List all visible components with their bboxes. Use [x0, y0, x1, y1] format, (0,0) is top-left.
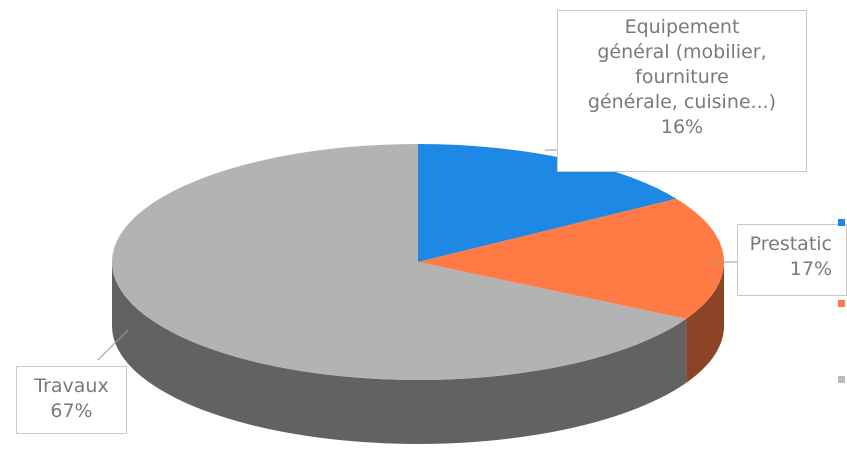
pie-side-travaux	[112, 262, 687, 444]
callout-travaux: Travaux 67%	[16, 366, 127, 434]
leader-line-travaux	[97, 329, 129, 361]
pie-side-walls	[112, 262, 724, 444]
legend-swatch-prestation	[838, 300, 845, 307]
callout-prestation-pct: 17%	[789, 258, 832, 280]
callout-equipement-pct: 16%	[660, 116, 704, 138]
callout-equipement-line-1: Equipement	[624, 16, 740, 38]
callout-equipement-line-3: fourniture	[635, 66, 729, 88]
callout-prestation-label: Prestatic	[749, 233, 832, 255]
callout-travaux-label: Travaux	[34, 375, 109, 397]
callout-equipement: Equipement général (mobilier, fourniture…	[557, 10, 807, 172]
legend-swatch-travaux	[838, 376, 845, 383]
pie-slice-travaux	[111, 144, 687, 380]
legend-swatch-equipement	[838, 219, 845, 226]
pie-slice-prestation	[418, 198, 724, 319]
callout-prestation: Prestatic 17%	[737, 224, 847, 296]
pie-side-prestation	[686, 262, 724, 383]
callout-travaux-pct: 67%	[50, 400, 93, 422]
pie-top	[111, 144, 724, 380]
callout-equipement-line-4: générale, cuisine...)	[587, 91, 777, 113]
pie-slice-equipement	[418, 144, 677, 262]
callout-equipement-line-2: général (mobilier,	[597, 41, 767, 63]
